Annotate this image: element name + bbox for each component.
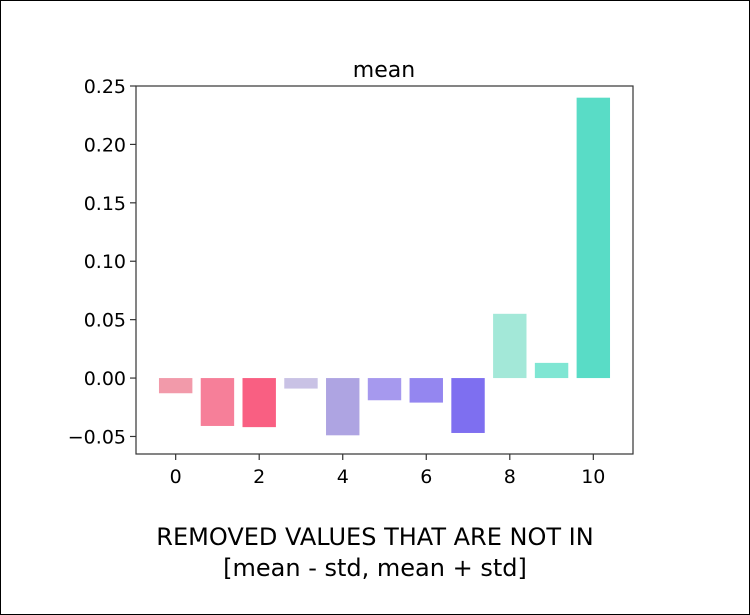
x-tick-label: 2 <box>253 466 265 488</box>
x-tick-label: 4 <box>337 466 349 488</box>
x-tick-label: 6 <box>420 466 432 488</box>
y-tick-label: −0.05 <box>68 426 126 448</box>
bar-7 <box>451 378 485 433</box>
x-axis-ticks: 0 2 4 6 8 10 <box>170 454 605 488</box>
y-tick-label: 0.10 <box>84 251 126 273</box>
y-tick-label: 0.20 <box>84 134 126 156</box>
bar-5 <box>367 378 402 401</box>
bar-4 <box>326 378 360 436</box>
bar-2 <box>242 378 276 428</box>
caption-line-1: REMOVED VALUES THAT ARE NOT IN <box>156 523 594 551</box>
y-tick-label: 0.00 <box>84 368 126 390</box>
bars-group <box>158 97 611 436</box>
y-tick-label: 0.05 <box>84 310 126 332</box>
x-tick-label: 10 <box>581 466 605 488</box>
x-tick-label: 0 <box>170 466 182 488</box>
bar-3 <box>284 378 318 389</box>
figure-caption: REMOVED VALUES THAT ARE NOT IN [mean - s… <box>0 522 750 584</box>
y-tick-label: 0.25 <box>84 76 126 98</box>
bar-0 <box>158 378 193 394</box>
bar-6 <box>409 378 443 403</box>
y-tick-label: 0.15 <box>84 193 126 215</box>
chart-title: mean <box>353 58 415 83</box>
caption-line-2: [mean - std, mean + std] <box>223 554 527 582</box>
bar-8 <box>493 313 527 379</box>
bar-1 <box>200 378 235 426</box>
bar-9 <box>534 362 569 379</box>
bar-10 <box>576 97 611 379</box>
y-axis-ticks: −0.05 0.00 0.05 0.10 0.15 0.20 0.25 <box>68 76 136 448</box>
plot-area-border <box>135 85 634 455</box>
x-tick-label: 8 <box>504 466 516 488</box>
